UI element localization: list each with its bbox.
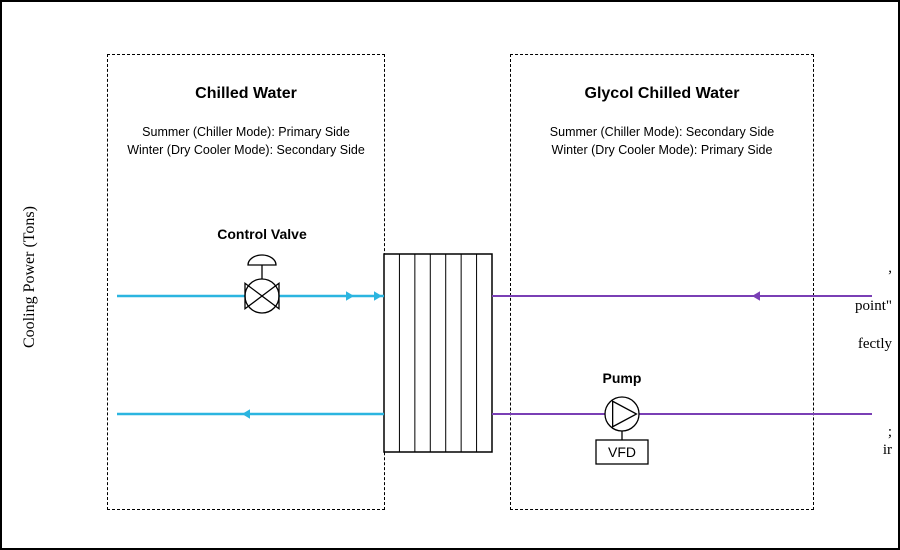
svg-text:VFD: VFD	[608, 444, 636, 460]
diagram-frame: Cooling Power (Tons) Chilled Water Summe…	[0, 0, 900, 550]
piping-svg: VFD	[2, 2, 898, 548]
